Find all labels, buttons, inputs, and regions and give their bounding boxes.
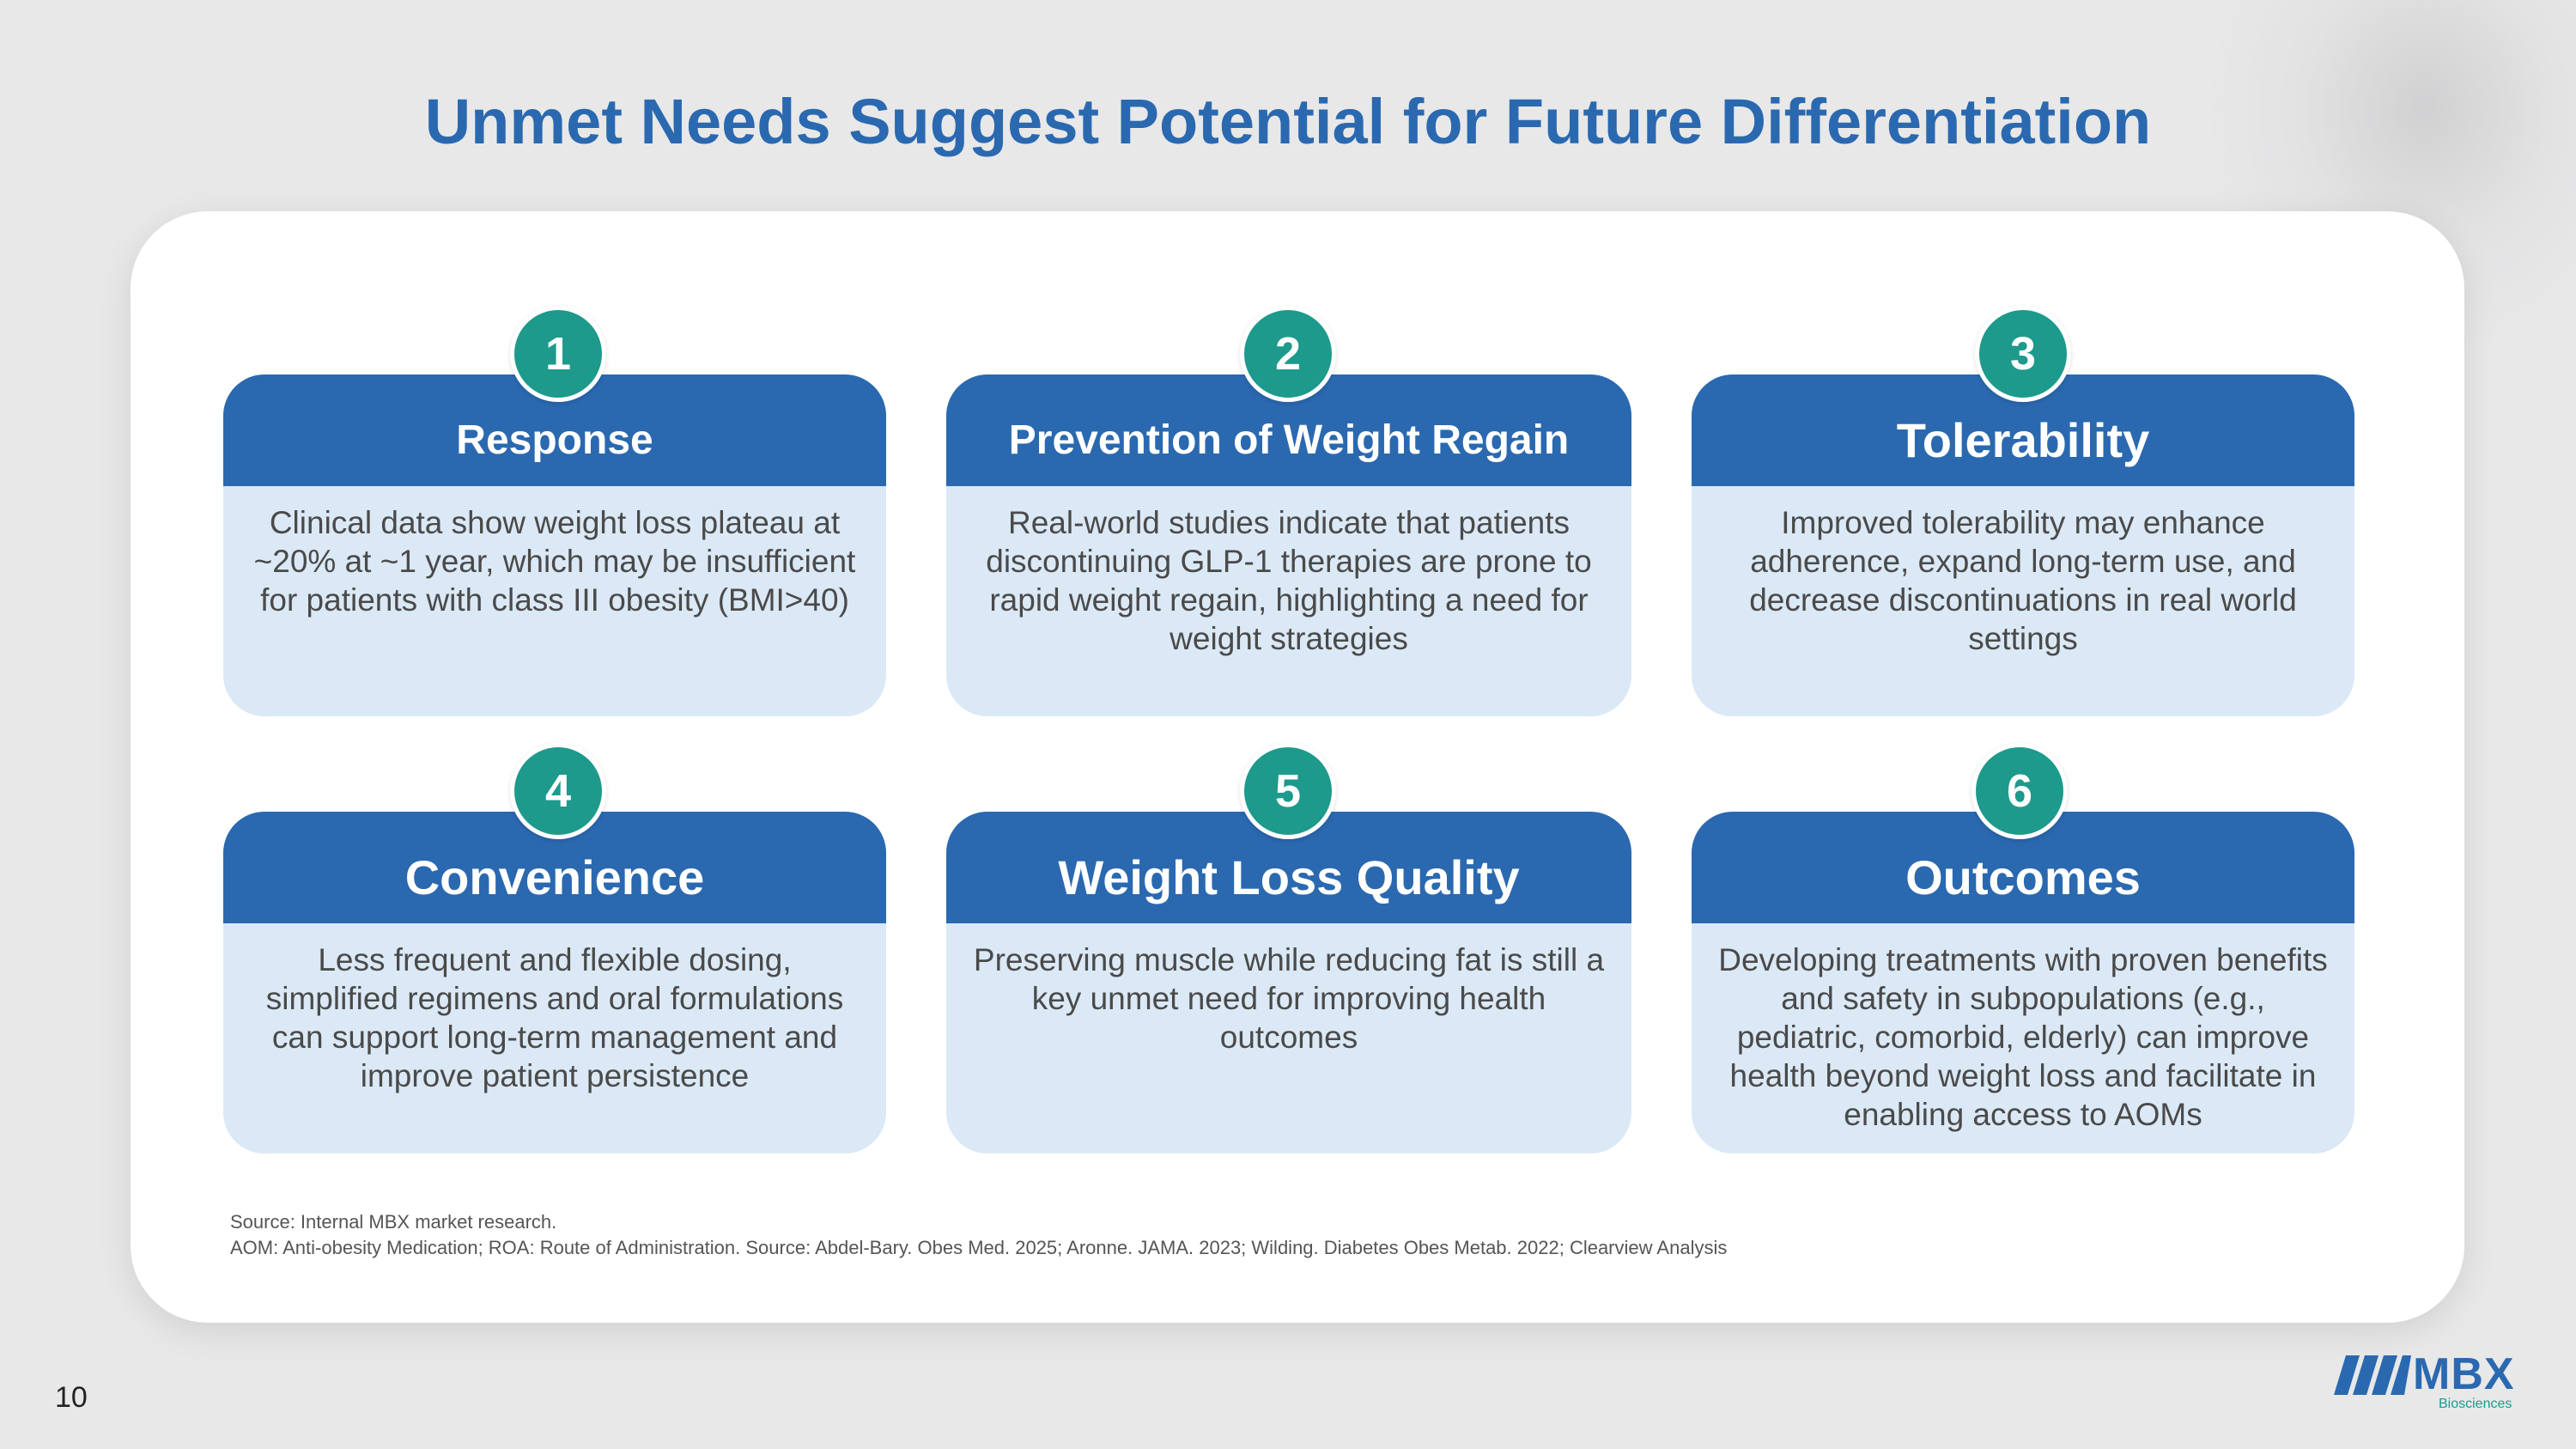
number-badge-3: 3	[1975, 306, 2071, 402]
number-badge-2: 2	[1240, 306, 1336, 402]
card-response: Response Clinical data show weight loss …	[223, 374, 886, 716]
card-body: Clinical data show weight loss plateau a…	[253, 505, 856, 618]
number-badge-4: 4	[510, 743, 606, 839]
mbx-logo: MBX Biosciences	[2334, 1349, 2533, 1412]
card-prevention-of-weight-regain: Prevention of Weight Regain Real-world s…	[946, 374, 1631, 716]
card-heading: Tolerability	[1692, 374, 2354, 486]
card-outcomes: Outcomes Developing treatments with prov…	[1692, 812, 2354, 1154]
card-heading: Response	[223, 374, 886, 486]
card-body: Preserving muscle while reducing fat is …	[973, 942, 1605, 1055]
card-body: Real-world studies indicate that patient…	[986, 505, 1592, 656]
logo-name: MBX	[2413, 1349, 2515, 1399]
card-body: Less frequent and flexible dosing, simpl…	[265, 942, 844, 1093]
number-badge-5: 5	[1240, 743, 1336, 839]
number-badge-1: 1	[510, 306, 606, 402]
card-body: Developing treatments with proven benefi…	[1718, 942, 2328, 1132]
card-tolerability: Tolerability Improved tolerability may e…	[1692, 374, 2354, 716]
card-weight-loss-quality: Weight Loss Quality Preserving muscle wh…	[946, 812, 1631, 1154]
card-convenience: Convenience Less frequent and flexible d…	[223, 812, 886, 1154]
card-body: Improved tolerability may enhance adhere…	[1749, 505, 2297, 656]
page-number: 10	[55, 1381, 88, 1414]
slide-title: Unmet Needs Suggest Potential for Future…	[424, 86, 2152, 157]
number-badge-6: 6	[1971, 743, 2068, 839]
source-footnote: Source: Internal MBX market research.	[230, 1211, 557, 1233]
abbreviations-footnote: AOM: Anti-obesity Medication; ROA: Route…	[230, 1237, 1728, 1258]
mbx-logo-mark-icon	[2334, 1355, 2411, 1395]
logo-subtitle: Biosciences	[2439, 1397, 2512, 1411]
